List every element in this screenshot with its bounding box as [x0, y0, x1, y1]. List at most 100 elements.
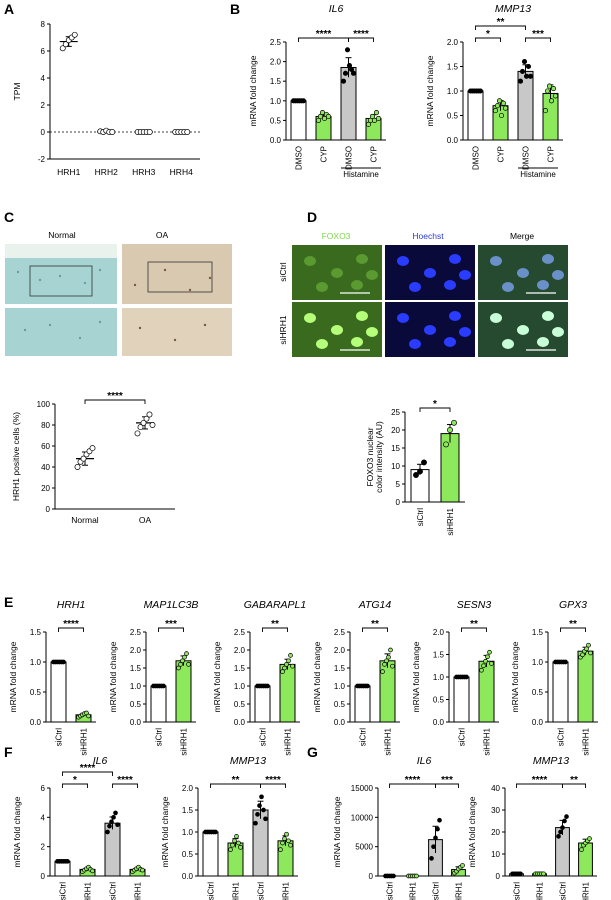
- y-tick-label: 0: [496, 872, 501, 881]
- data-point: [90, 868, 95, 874]
- data-point: [350, 70, 357, 76]
- significance-bracket: [158, 627, 184, 632]
- significance-bracket: [419, 407, 451, 412]
- cell: [188, 288, 192, 292]
- y-tick-label: 1.5: [447, 63, 459, 72]
- data-point: [288, 653, 293, 658]
- data-point: [257, 803, 262, 808]
- data-point: [521, 59, 528, 65]
- y-tick-label: 0.5: [532, 688, 544, 697]
- y-tick-label: 2.0: [234, 646, 246, 655]
- cell: [98, 320, 102, 324]
- data-point: [186, 662, 191, 667]
- nucleus: [366, 270, 378, 280]
- x-tick-label: siHRH1: [284, 727, 293, 755]
- data-point: [111, 814, 116, 820]
- significance-label: **: [497, 17, 505, 28]
- chart-b2: 0.0 0.5 1.0 1.5 2.0 mRNA fold change MMP13 DMSO…: [425, 3, 563, 179]
- y-tick-label: 10: [491, 850, 500, 859]
- data-point: [290, 663, 295, 669]
- chart-e5: 0.0 0.5 1.0 1.5 2.0 mRNA fold change SESN3 siCt…: [411, 599, 499, 756]
- data-point: [184, 129, 191, 135]
- y-axis-label: TPM: [12, 83, 22, 101]
- panel-c-normal-title: Normal: [48, 230, 76, 240]
- row-label-sihrh1: siHRH1: [278, 315, 288, 345]
- data-point: [149, 422, 156, 428]
- data-point: [109, 819, 114, 825]
- data-point: [489, 661, 494, 666]
- y-tick-label: 30: [491, 806, 500, 815]
- y-tick-label: 0.5: [433, 696, 445, 705]
- y-tick-label: 1.0: [334, 682, 346, 691]
- nucleus: [409, 282, 421, 292]
- x-tick-label: HRH2: [95, 167, 118, 177]
- normal-zoom-image: [5, 308, 117, 356]
- significance-bracket: [562, 783, 586, 788]
- data-point: [286, 838, 291, 844]
- x-tick-label: DMSO: [295, 146, 304, 170]
- nucleus: [424, 325, 436, 335]
- data-point: [552, 93, 559, 99]
- significance-label: ****: [405, 775, 421, 786]
- nucleus: [552, 327, 564, 337]
- data-point: [161, 683, 166, 689]
- data-point: [464, 674, 469, 680]
- significance-bracket: [262, 627, 288, 632]
- data-point: [431, 844, 436, 850]
- data-point: [587, 836, 592, 841]
- nucleus: [397, 256, 409, 266]
- y-tick-label: 20: [391, 426, 400, 435]
- data-point: [278, 847, 283, 852]
- significance-bracket: [435, 783, 459, 788]
- x-tick-label: DMSO: [345, 146, 354, 170]
- data-point: [280, 840, 285, 846]
- y-tick-label: 1.5: [182, 806, 194, 815]
- y-tick-label: 2.0: [130, 646, 142, 655]
- significance-bracket: [461, 627, 487, 632]
- panel-label-d: D: [307, 209, 317, 225]
- y-tick-label: 20: [491, 828, 500, 837]
- nucleus: [424, 268, 436, 278]
- data-point: [288, 842, 293, 848]
- data-point: [435, 826, 440, 832]
- data-point: [137, 424, 144, 431]
- nucleus: [552, 270, 564, 280]
- y-axis-label: mRNA fold change: [248, 55, 258, 126]
- data-point: [487, 649, 492, 655]
- x-tick-label: DMSO: [472, 146, 481, 170]
- y-axis-label: mRNA fold change: [425, 55, 435, 126]
- chart-f1: 0 2 4 6 mRNA fold change IL6 siCtrl siHRH1 siCtr…: [12, 755, 150, 900]
- significance-label: ****: [353, 29, 369, 40]
- y-tick-label: 0.0: [532, 718, 544, 727]
- data-point: [234, 834, 239, 839]
- nucleus: [490, 256, 502, 266]
- significance-bracket: [58, 627, 84, 632]
- x-tick-label: siHRH1: [582, 727, 591, 755]
- y-axis-label: mRNA fold change: [332, 796, 342, 867]
- data-point: [369, 113, 376, 120]
- y-tick-label: 0: [46, 505, 51, 514]
- y-tick-label: 1.0: [532, 658, 544, 667]
- nucleus: [366, 327, 378, 337]
- data-point: [232, 838, 237, 844]
- data-point: [525, 63, 532, 70]
- data-point: [548, 98, 555, 104]
- x-tick-label: Normal: [71, 515, 99, 525]
- y-tick-label: 2: [41, 101, 46, 110]
- y-tick-label: 0.0: [30, 718, 42, 727]
- y-tick-label: 0.0: [433, 718, 445, 727]
- significance-label: **: [570, 775, 578, 786]
- bar: [577, 650, 594, 723]
- data-point: [140, 867, 145, 873]
- y-axis-label: mRNA fold change: [212, 641, 222, 712]
- y-tick-label: 2.0: [447, 38, 459, 47]
- y-axis-label: mRNA fold change: [411, 641, 421, 712]
- data-point: [178, 662, 183, 667]
- data-point: [541, 871, 546, 877]
- significance-bracket: [560, 627, 586, 632]
- nucleus: [304, 256, 316, 266]
- y-axis-label: HRH1 positive cells (%): [11, 412, 21, 501]
- x-tick-label: siHRH1: [582, 881, 591, 900]
- x-tick-label: siHRH1: [483, 727, 492, 755]
- data-point: [113, 810, 118, 816]
